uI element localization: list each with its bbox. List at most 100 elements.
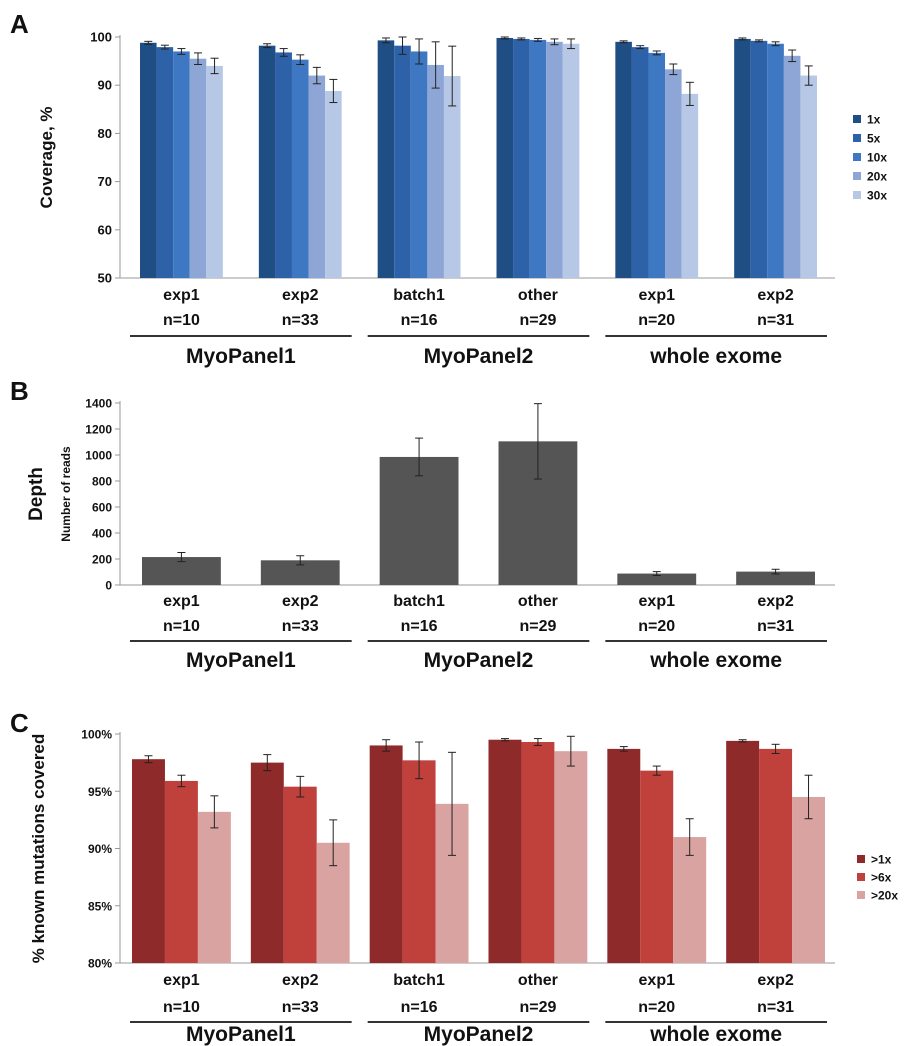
category-n-label: n=29: [519, 618, 556, 635]
category-n-label: n=10: [163, 312, 200, 329]
category-label: exp1: [639, 287, 676, 304]
panel-c: C 80% 85% 90% 95% 100% exp1 n=10 exp2 n=33 batch1 n…: [10, 708, 898, 1046]
category-label: exp2: [757, 972, 794, 989]
bar-c-4-2: [673, 837, 707, 963]
legend-swatch: [853, 191, 861, 199]
bar-a-2-1: [394, 45, 411, 279]
bar-c-3-1: [521, 742, 555, 963]
category-label: other: [518, 972, 558, 989]
category-label: batch1: [393, 972, 445, 989]
y-axis-title: Coverage, %: [37, 106, 56, 208]
legend-swatch: [857, 855, 865, 863]
y-tick-label: 95%: [88, 785, 112, 799]
legend-label: 20x: [867, 170, 887, 184]
legend-label: >20x: [871, 889, 898, 903]
y-tick-label: 80%: [88, 957, 112, 971]
y-tick-label: 85%: [88, 899, 112, 913]
group-label: MyoPanel1: [186, 345, 296, 368]
y-tick-label: 90%: [88, 842, 112, 856]
category-n-label: n=20: [638, 999, 675, 1016]
y-tick-label: 800: [92, 475, 112, 489]
category-label: exp1: [163, 972, 200, 989]
category-n-label: n=16: [401, 618, 438, 635]
bar-a-2-0: [377, 40, 395, 279]
bar-a-1-2: [291, 59, 309, 279]
category-n-label: n=29: [519, 312, 556, 329]
bar-a-2-2: [410, 51, 428, 279]
bar-b-2-0: [379, 456, 459, 585]
category-label: other: [518, 593, 558, 610]
category-n-label: n=16: [401, 312, 438, 329]
category-label: exp2: [757, 593, 794, 610]
bar-a-0-0: [140, 42, 157, 279]
panel-letter: B: [10, 376, 29, 406]
category-label: batch1: [393, 593, 445, 610]
group-label: MyoPanel2: [424, 1023, 534, 1046]
y-tick-label: 100%: [81, 728, 112, 742]
bar-a-0-3: [189, 58, 207, 278]
bar-a-0-4: [206, 65, 223, 278]
bar-a-3-0: [496, 37, 514, 278]
bar-a-5-0: [734, 38, 751, 278]
group-label: MyoPanel2: [424, 649, 534, 672]
legend-swatch: [853, 134, 861, 142]
category-n-label: n=20: [638, 312, 675, 329]
bar-a-1-4: [325, 90, 342, 278]
bar-a-4-0: [615, 41, 632, 278]
bar-c-3-0: [488, 739, 522, 963]
bar-a-3-3: [546, 41, 563, 278]
y-tick-label: 600: [92, 501, 112, 515]
y-tick-label: 0: [105, 579, 112, 593]
bar-c-2-0: [369, 745, 403, 963]
category-label: exp2: [282, 287, 319, 304]
bar-a-5-1: [750, 40, 768, 278]
category-n-label: n=16: [401, 999, 438, 1016]
bar-a-1-0: [258, 45, 276, 279]
bar-c-0-2: [197, 811, 231, 963]
category-n-label: n=31: [757, 999, 794, 1016]
legend-swatch: [853, 153, 861, 161]
category-label: exp1: [163, 593, 200, 610]
group-label: MyoPanel2: [424, 345, 534, 368]
category-label: other: [518, 287, 558, 304]
bar-a-5-2: [767, 43, 784, 278]
category-label: batch1: [393, 287, 445, 304]
category-n-label: n=33: [282, 312, 319, 329]
bar-a-0-2: [173, 51, 190, 279]
category-n-label: n=31: [757, 618, 794, 635]
y-tick-label: 400: [92, 527, 112, 541]
category-label: exp1: [163, 287, 200, 304]
group-label: MyoPanel1: [186, 1023, 296, 1046]
y-tick-label: 50: [98, 271, 112, 286]
panel-letter: C: [10, 708, 29, 738]
y-axis-title: Depth: [26, 467, 47, 521]
y-tick-label: 60: [98, 222, 112, 237]
y-tick-label: 100: [90, 30, 112, 45]
category-n-label: n=10: [163, 999, 200, 1016]
category-label: exp1: [639, 593, 676, 610]
y-tick-label: 80: [98, 126, 112, 141]
bar-c-0-1: [164, 780, 198, 963]
bar-a-1-3: [308, 75, 326, 278]
bar-c-4-0: [607, 748, 641, 963]
bar-a-0-1: [156, 47, 174, 278]
bar-a-3-4: [562, 43, 580, 278]
y-tick-label: 70: [98, 174, 112, 189]
group-label: whole exome: [649, 345, 782, 368]
category-n-label: n=10: [163, 618, 200, 635]
bar-b-4-0: [617, 573, 697, 585]
y-tick-label: 1200: [85, 423, 112, 437]
bar-a-4-1: [631, 47, 649, 278]
bar-c-5-0: [726, 740, 760, 963]
legend-swatch: [853, 115, 861, 123]
legend-label: 1x: [867, 113, 881, 127]
y-axis-title: % known mutations covered: [29, 734, 48, 964]
bar-c-3-2: [554, 751, 588, 963]
panel-b: B 0 200 400 600 800 1000 1200 1400 exp1 n=10 exp2 n=…: [10, 376, 835, 672]
bar-b-5-0: [736, 571, 815, 585]
bar-a-2-3: [427, 64, 444, 279]
bar-a-1-1: [275, 52, 292, 279]
group-label: whole exome: [649, 649, 782, 672]
category-n-label: n=29: [519, 999, 556, 1016]
